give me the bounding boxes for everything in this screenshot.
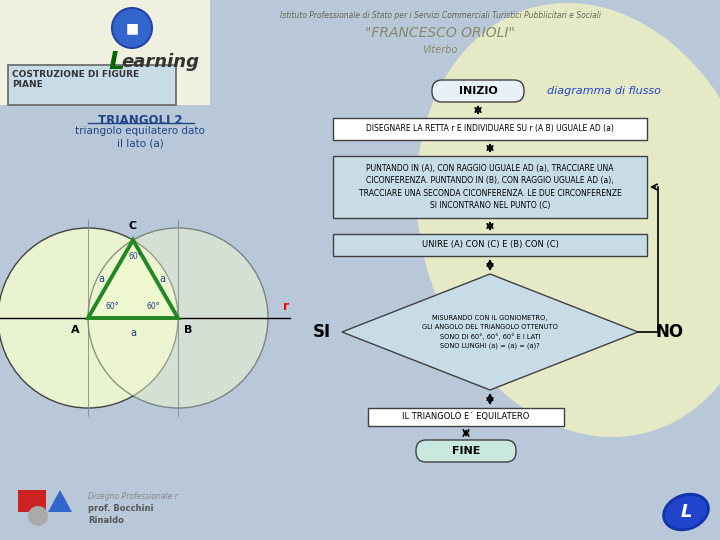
Circle shape: [112, 8, 152, 48]
Text: COSTRUZIONE DI FIGURE
PIANE: COSTRUZIONE DI FIGURE PIANE: [12, 70, 139, 90]
Text: diagramma di flusso: diagramma di flusso: [547, 86, 661, 96]
Text: L: L: [680, 503, 692, 521]
FancyBboxPatch shape: [333, 234, 647, 256]
FancyBboxPatch shape: [368, 408, 564, 426]
Text: UNIRE (A) CON (C) E (B) CON (C): UNIRE (A) CON (C) E (B) CON (C): [422, 240, 559, 249]
FancyBboxPatch shape: [0, 0, 210, 105]
Ellipse shape: [416, 3, 720, 437]
Text: Disegno Professionale r: Disegno Professionale r: [88, 492, 178, 501]
Text: Rinaldo: Rinaldo: [88, 516, 124, 525]
FancyBboxPatch shape: [8, 65, 176, 105]
Text: IL TRIANGOLO E´ EQUILATERO: IL TRIANGOLO E´ EQUILATERO: [402, 413, 530, 422]
Text: triangolo equilatero dato: triangolo equilatero dato: [75, 126, 205, 136]
Text: DISEGNARE LA RETTA r E INDIVIDUARE SU r (A B) UGUALE AD (a): DISEGNARE LA RETTA r E INDIVIDUARE SU r …: [366, 125, 614, 133]
Polygon shape: [48, 490, 72, 512]
Text: MISURANDO CON IL GONIOMETRO,
GLI ANGOLO DEL TRIANGOLO OTTENUTO
SONO DI 60°, 60°,: MISURANDO CON IL GONIOMETRO, GLI ANGOLO …: [422, 315, 558, 348]
Text: TRIANGOLI 2: TRIANGOLI 2: [98, 114, 182, 127]
Text: 60°: 60°: [146, 302, 160, 311]
Polygon shape: [88, 240, 178, 318]
FancyBboxPatch shape: [416, 440, 516, 462]
Circle shape: [0, 228, 178, 408]
Circle shape: [28, 506, 48, 526]
Text: earning: earning: [121, 53, 199, 71]
Circle shape: [88, 228, 268, 408]
Text: INIZIO: INIZIO: [459, 86, 498, 96]
Text: A: A: [71, 325, 79, 335]
Text: 60°: 60°: [128, 252, 142, 261]
Text: L: L: [108, 50, 124, 74]
Polygon shape: [342, 274, 638, 390]
Bar: [18, 490, 46, 512]
Text: PUNTANDO IN (A), CON RAGGIO UGUALE AD (a), TRACCIARE UNA
CICONFERENZA. PUNTANDO : PUNTANDO IN (A), CON RAGGIO UGUALE AD (a…: [359, 164, 621, 210]
Text: ■: ■: [125, 21, 138, 35]
FancyBboxPatch shape: [432, 80, 524, 102]
Text: Viterbo: Viterbo: [422, 45, 458, 55]
Text: a: a: [99, 274, 104, 284]
Text: r: r: [283, 300, 289, 313]
Text: NO: NO: [656, 323, 684, 341]
Text: C: C: [129, 221, 137, 231]
Text: 60°: 60°: [105, 302, 119, 311]
Ellipse shape: [664, 494, 708, 530]
Text: SI: SI: [313, 323, 331, 341]
FancyBboxPatch shape: [333, 156, 647, 218]
Text: Istituto Professionale di Stato per i Servizi Commerciali Turistici Pubblicitari: Istituto Professionale di Stato per i Se…: [279, 11, 600, 21]
Text: prof. Bocchini: prof. Bocchini: [88, 504, 153, 513]
Text: FINE: FINE: [452, 446, 480, 456]
Text: a: a: [160, 274, 166, 284]
Text: B: B: [184, 325, 192, 335]
Text: il lato (a): il lato (a): [117, 138, 163, 148]
Text: "FRANCESCO ORIOLI": "FRANCESCO ORIOLI": [365, 26, 515, 40]
FancyBboxPatch shape: [333, 118, 647, 140]
Text: a: a: [130, 328, 136, 338]
